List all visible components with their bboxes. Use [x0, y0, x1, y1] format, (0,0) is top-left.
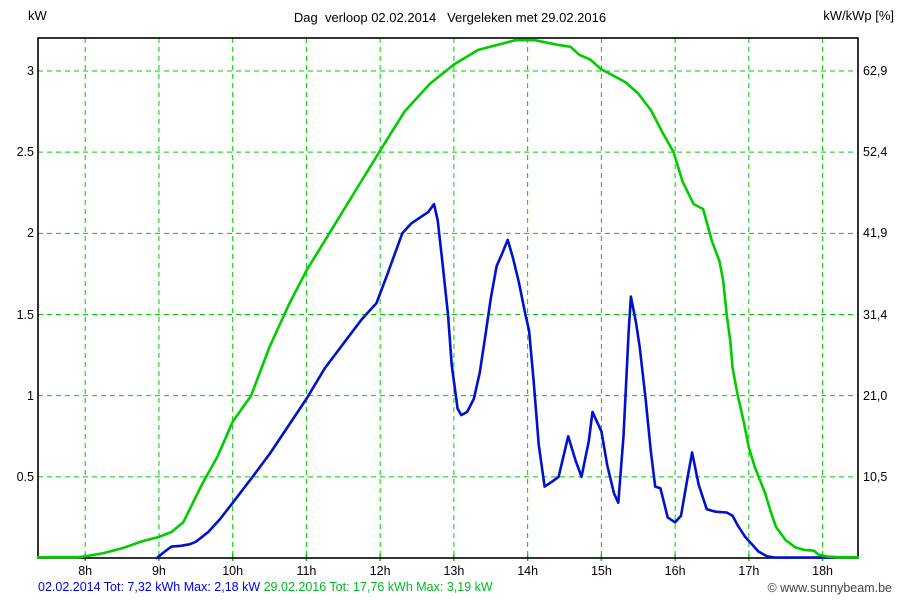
- x-tick-14h: 14h: [517, 564, 539, 578]
- x-tick-12h: 12h: [369, 564, 391, 578]
- x-tick-16h: 16h: [664, 564, 686, 578]
- y-left-tick-0.5: 0.5: [16, 469, 34, 484]
- x-tick-8h: 8h: [78, 564, 93, 578]
- y-left-tick-2.5: 2.5: [16, 145, 34, 160]
- copyright-label: © www.sunnybeam.be: [767, 581, 892, 595]
- y-right-tick-21,0: 21,0: [863, 388, 888, 403]
- series-curve-29.02.2016: [36, 38, 860, 559]
- chart-title: Dag verloop 02.02.2014 Vergeleken met 29…: [293, 10, 607, 25]
- y-left-tick-1: 1: [27, 388, 34, 403]
- y-right-tick-41,9: 41,9: [863, 226, 888, 241]
- left-axis-unit-label: kW: [28, 8, 47, 23]
- y-left-tick-1.5: 1.5: [16, 307, 34, 322]
- x-tick-18h: 18h: [812, 564, 834, 578]
- x-tick-10h: 10h: [222, 564, 244, 578]
- x-tick-11h: 11h: [296, 564, 317, 578]
- y-right-tick-10,5: 10,5: [863, 469, 888, 484]
- series-summary-line: 02.02.2014 Tot: 7,32 kWh Max: 2,18 kW 29…: [38, 580, 493, 594]
- x-tick-9h: 9h: [151, 564, 166, 578]
- plot-border: [37, 37, 859, 559]
- series2-summary: 29.02.2016 Tot: 17,76 kWh Max: 3,19 kW: [263, 580, 493, 594]
- x-tick-15h: 15h: [590, 564, 612, 578]
- right-axis-unit-label: kW/kWp [%]: [823, 8, 894, 23]
- y-right-tick-52,4: 52,4: [863, 145, 888, 160]
- y-left-tick-2: 2: [27, 226, 34, 241]
- series-curve-02.02.2014: [155, 202, 832, 560]
- x-tick-17h: 17h: [738, 564, 760, 578]
- x-tick-13h: 13h: [443, 564, 465, 578]
- y-right-tick-31,4: 31,4: [863, 307, 888, 322]
- y-left-tick-3: 3: [27, 64, 34, 78]
- series1-summary: 02.02.2014 Tot: 7,32 kWh Max: 2,18 kW: [38, 580, 261, 594]
- y-right-tick-62,9: 62,9: [863, 64, 888, 78]
